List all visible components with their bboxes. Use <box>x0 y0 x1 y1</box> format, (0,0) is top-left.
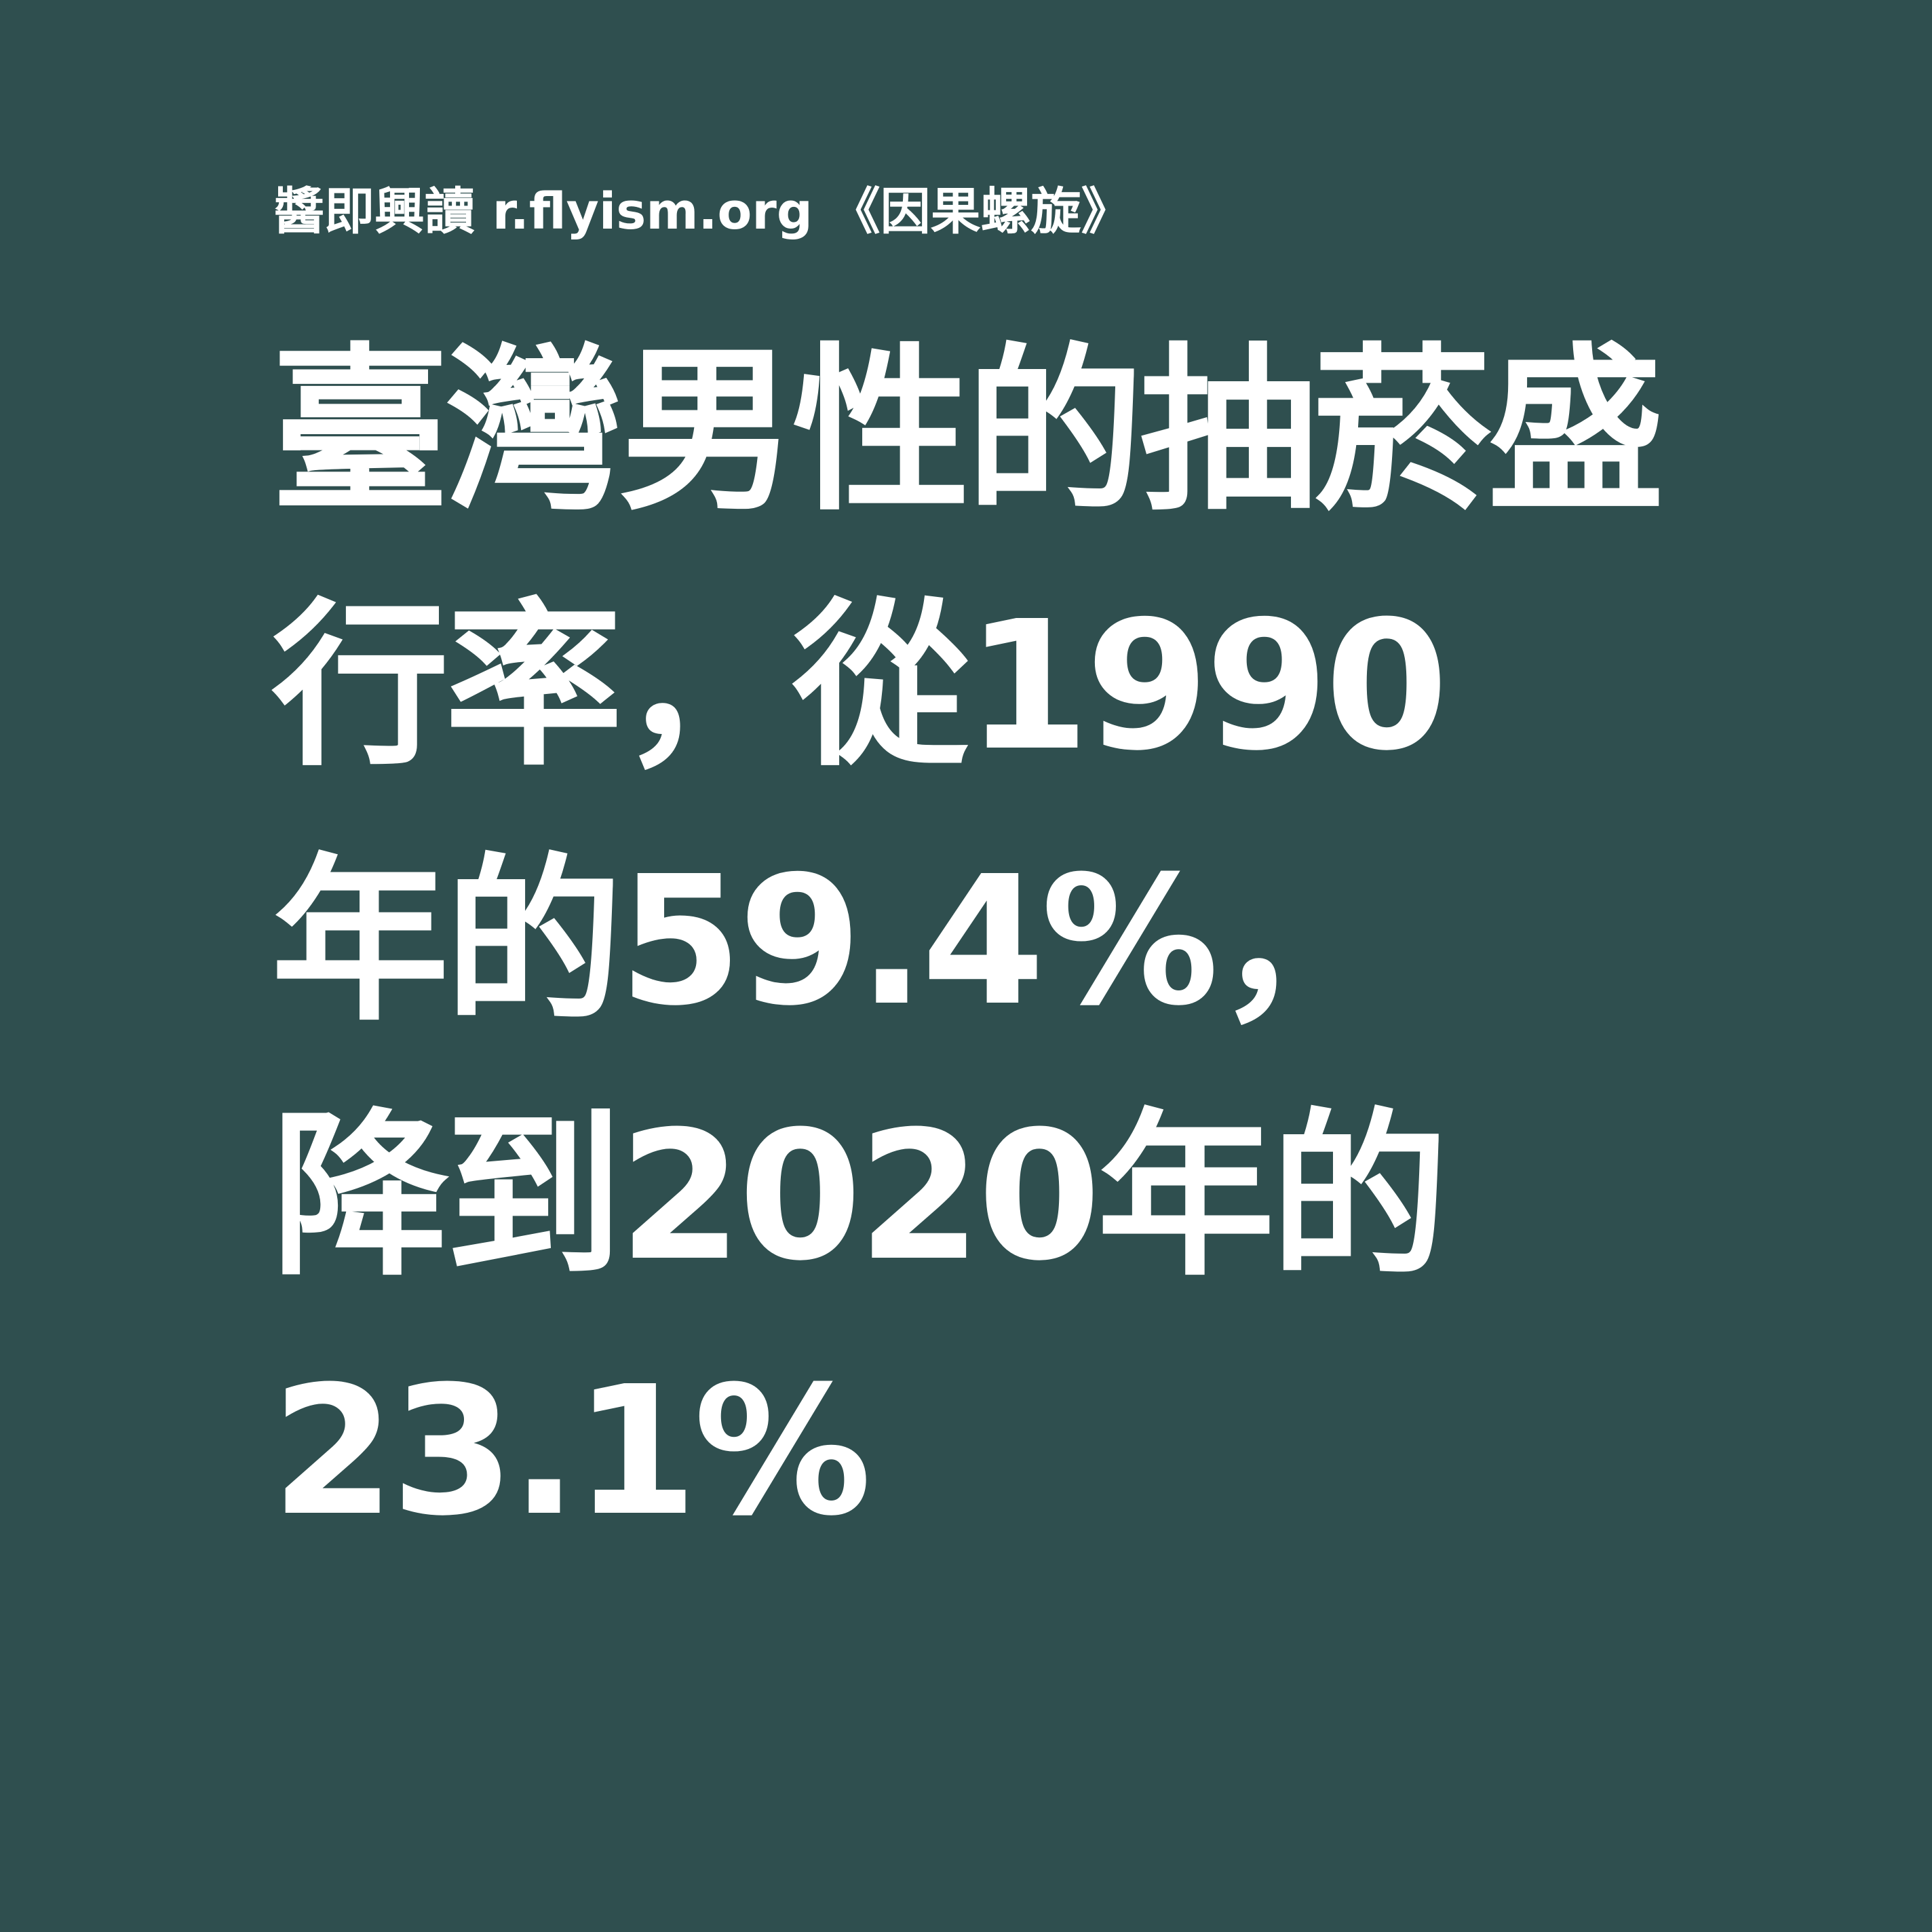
headline: 臺灣男性的抽菸盛 行率，從1990 年的59.4%， 降到2020年的 23.1… <box>271 304 1696 1579</box>
source-attribution: 醬即興讀 r.flyism.org 《因果螺旋》 <box>274 182 1132 241</box>
headline-line-1: 臺灣男性的抽菸盛 <box>271 328 1665 535</box>
headline-line-4: 降到2020年的 <box>271 1093 1448 1300</box>
headline-line-5: 23.1% <box>271 1348 872 1555</box>
headline-line-3: 年的59.4%， <box>271 838 1393 1045</box>
headline-line-2: 行率，從1990 <box>271 583 1448 790</box>
